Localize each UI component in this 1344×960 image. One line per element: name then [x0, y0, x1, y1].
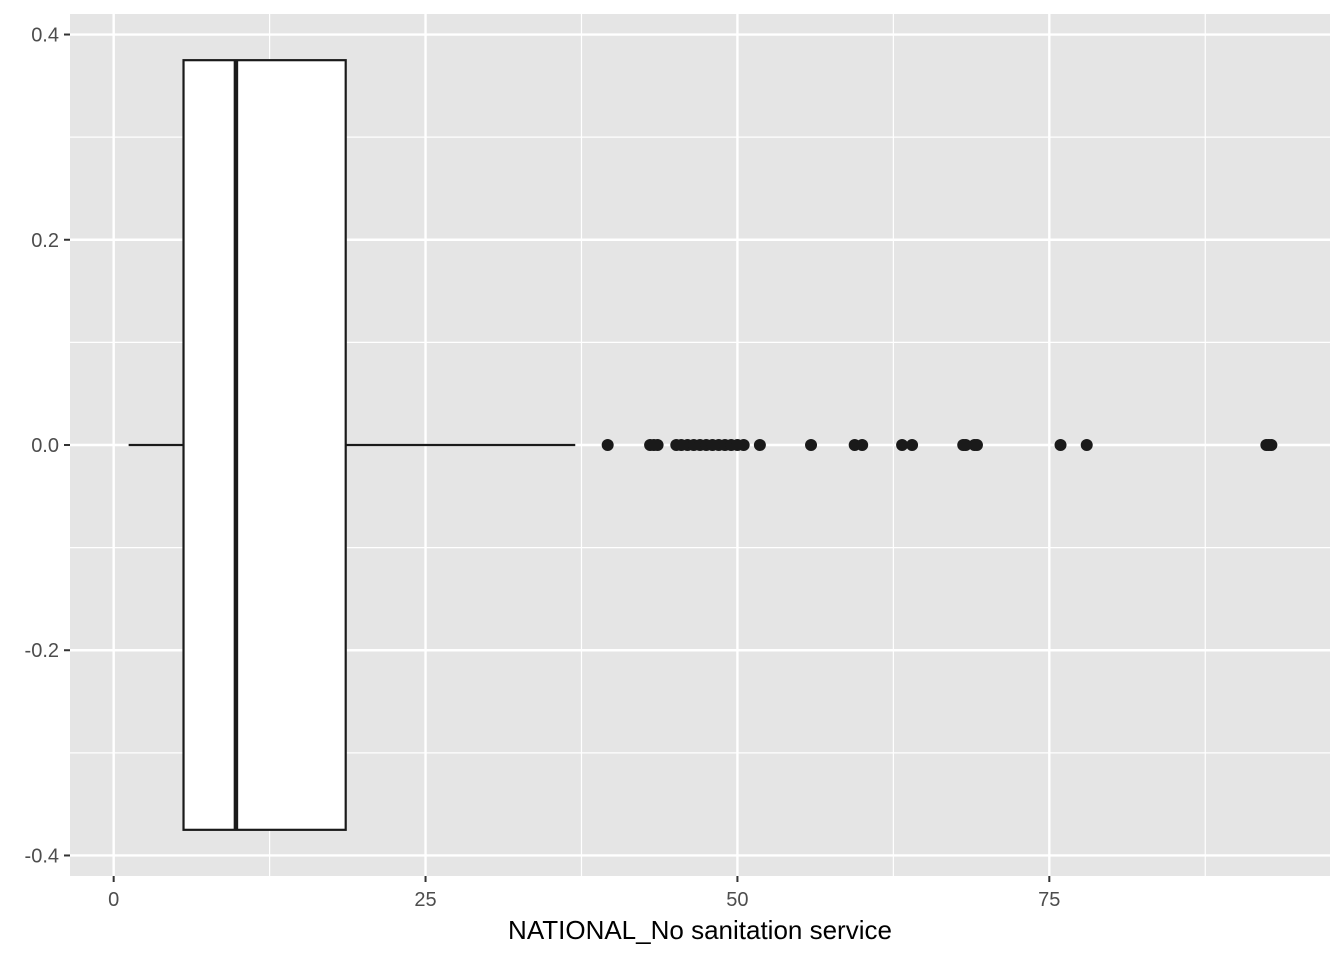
outlier-point	[737, 439, 750, 451]
outlier-points	[601, 439, 1278, 451]
outlier-point	[805, 439, 818, 451]
x-tick-label: 25	[414, 889, 436, 911]
outlier-point	[896, 439, 909, 451]
outlier-point	[959, 439, 972, 451]
y-tick-label: -0.4	[25, 845, 59, 867]
y-axis: -0.4 -0.2 0.0 0.2 0.4	[25, 25, 70, 867]
y-tick-label: -0.2	[25, 640, 59, 662]
outlier-point	[1265, 439, 1278, 451]
boxplot	[128, 59, 576, 831]
outlier-point	[906, 439, 919, 451]
outlier-point	[601, 439, 614, 451]
outlier-point	[651, 439, 664, 451]
outlier-point	[856, 439, 869, 451]
outlier-point	[1054, 439, 1067, 451]
outlier-point	[1080, 439, 1093, 451]
box-iqr	[182, 59, 347, 831]
x-tick-label: 50	[726, 889, 748, 911]
y-tick-label: 0.0	[31, 435, 59, 457]
outlier-point	[970, 439, 983, 451]
x-tick-label: 0	[108, 889, 119, 911]
outlier-point	[753, 439, 766, 451]
x-axis: 0 25 50 75	[108, 876, 1060, 911]
y-tick-label: 0.4	[31, 25, 59, 47]
x-axis-title: NATIONAL_No sanitation service	[508, 915, 892, 945]
x-tick-label: 75	[1038, 889, 1060, 911]
y-tick-label: 0.2	[31, 230, 59, 252]
